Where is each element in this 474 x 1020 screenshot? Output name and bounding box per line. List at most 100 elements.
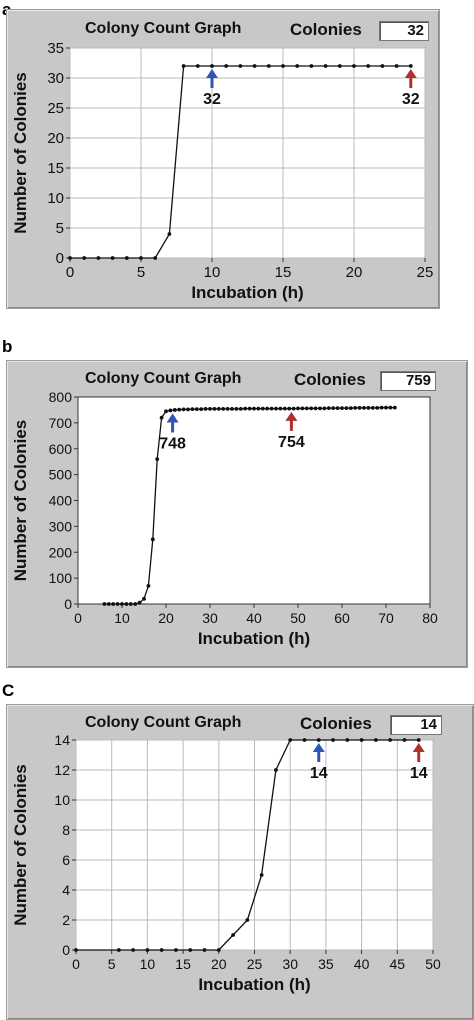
data-point (128, 602, 133, 606)
y-tick-label: 4 (62, 882, 70, 898)
x-tick-label: 15 (275, 264, 292, 281)
annotation-arrow-head (312, 743, 325, 752)
data-point (106, 602, 111, 606)
x-tick-label: 0 (74, 610, 82, 626)
data-point (110, 256, 115, 260)
data-point (139, 256, 143, 260)
data-point (221, 407, 226, 411)
data-point (195, 64, 200, 68)
data-point (172, 408, 177, 412)
data-point (345, 738, 350, 742)
x-tick-label: 80 (422, 610, 438, 626)
data-point (116, 948, 121, 952)
data-point (256, 406, 261, 411)
data-point (230, 407, 234, 411)
x-tick-label: 30 (202, 610, 218, 626)
data-point (282, 406, 287, 411)
data-point (392, 405, 397, 410)
y-tick-label: 30 (47, 70, 64, 87)
annotation-label: 14 (410, 765, 428, 782)
data-point (265, 406, 270, 411)
annotation-arrow-head (404, 69, 417, 78)
data-point (133, 602, 138, 606)
data-point (145, 948, 150, 952)
y-tick-label: 35 (47, 40, 64, 57)
chart-title: Colony Count Graph (85, 370, 242, 387)
y-axis-label: Number of Colonies (11, 72, 30, 234)
y-tick-label: 0 (56, 250, 64, 267)
y-tick-label: 0 (64, 596, 72, 612)
data-point (68, 256, 72, 260)
data-point (300, 406, 305, 411)
y-axis-label: Number of Colonies (11, 420, 30, 582)
data-point (402, 738, 407, 742)
data-point (335, 406, 340, 411)
data-point (384, 405, 388, 410)
data-point (287, 406, 292, 411)
data-point (304, 406, 309, 411)
y-tick-label: 10 (54, 792, 70, 808)
chart-a: 0 5 10 15 20 25 0 5 10 15 20 25 30 35 Incubation (h) Nu… (11, 40, 433, 302)
x-axis-label: Incubation (h) (191, 283, 303, 302)
data-point (302, 738, 307, 742)
data-point (331, 738, 335, 742)
data-point (337, 64, 342, 68)
data-point (124, 602, 129, 606)
data-point (352, 64, 356, 68)
data-point (177, 407, 182, 412)
data-point (174, 948, 178, 952)
data-point (234, 407, 239, 411)
data-point (224, 64, 229, 68)
data-point (238, 407, 243, 411)
x-tick-label: 0 (66, 264, 74, 281)
data-point (167, 232, 172, 236)
y-tick-label: 20 (47, 130, 64, 147)
x-tick-label: 30 (282, 956, 298, 972)
y-tick-label: 600 (49, 441, 73, 457)
annotation-arrow-head (166, 413, 179, 423)
data-point (375, 405, 380, 410)
data-point (212, 407, 217, 411)
x-tick-label: 0 (72, 956, 80, 972)
data-point (323, 64, 328, 68)
data-point (331, 406, 336, 411)
data-point (210, 64, 214, 68)
data-point (120, 602, 124, 606)
data-point (181, 64, 186, 68)
data-point (202, 948, 207, 952)
x-tick-label: 15 (175, 956, 191, 972)
data-point (150, 537, 155, 542)
colonies-count-field: 32 (379, 21, 429, 41)
data-point (388, 738, 393, 742)
data-point (137, 600, 142, 605)
data-point (115, 602, 120, 606)
data-point (238, 64, 243, 68)
data-point (288, 738, 293, 742)
y-tick-label: 700 (49, 415, 73, 431)
data-point (194, 407, 199, 412)
x-tick-label: 20 (346, 264, 363, 281)
data-point (82, 256, 87, 260)
data-point (266, 64, 271, 68)
data-point (190, 407, 195, 412)
data-point (245, 918, 250, 922)
plot-area (77, 396, 431, 605)
data-point (322, 406, 327, 411)
y-tick-label: 200 (49, 544, 73, 560)
data-point (309, 406, 314, 411)
data-point (379, 405, 384, 410)
x-tick-label: 20 (211, 956, 227, 972)
data-point (353, 405, 358, 410)
annotation-label: 32 (402, 91, 420, 108)
y-tick-label: 10 (47, 190, 64, 207)
annotation-label: 748 (159, 435, 186, 452)
x-tick-label: 25 (247, 956, 263, 972)
data-point (366, 405, 371, 410)
chart-title: Colony Count Graph (85, 20, 242, 37)
data-point (416, 738, 421, 742)
data-point (259, 873, 264, 877)
data-point (252, 64, 257, 68)
data-point (181, 407, 186, 412)
data-point (313, 406, 318, 411)
data-point (199, 407, 204, 412)
